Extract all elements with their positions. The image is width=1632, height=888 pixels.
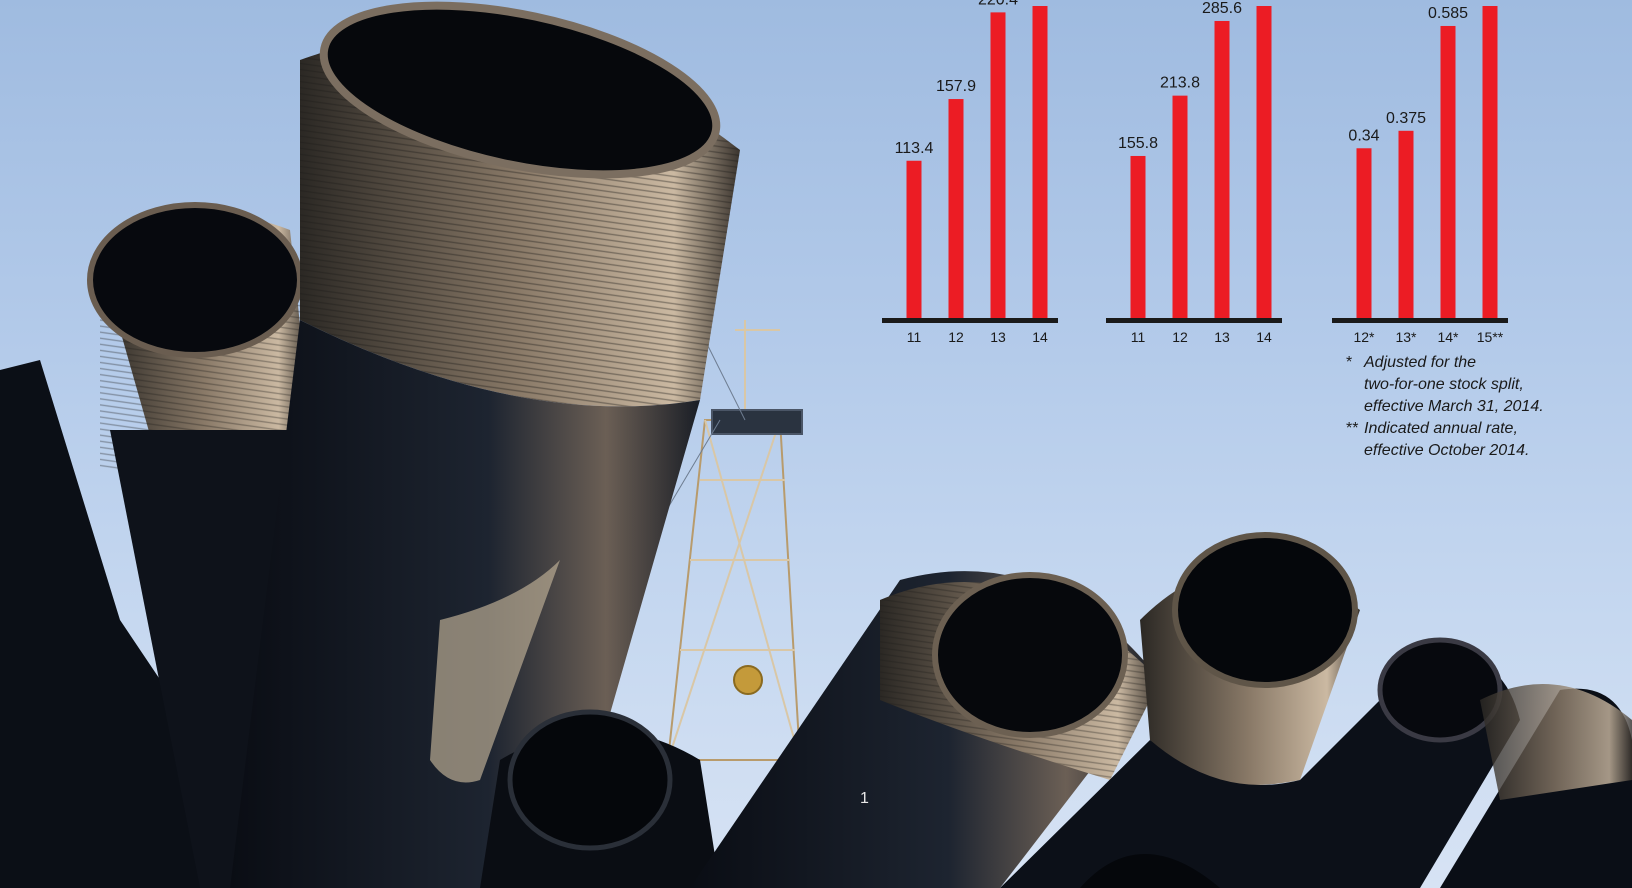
x-tick-11: 11 (907, 329, 922, 345)
bar-12 (948, 99, 964, 318)
x-tick-14: 14 (1256, 329, 1272, 345)
bar-11 (1130, 155, 1146, 318)
footnote-2: ** Indicated annual rate, effective Octo… (1346, 418, 1586, 462)
x-tick-11: 11 (1131, 329, 1146, 345)
bar-14* (1440, 25, 1456, 319)
footnote-1: * Adjusted for the two-for-one stock spl… (1346, 352, 1586, 418)
bar-13 (990, 12, 1006, 319)
footnote-1-mark: * (1346, 354, 1353, 371)
footnote-1-text: Adjusted for the two-for-one stock split… (1364, 354, 1544, 415)
bar-chart-1: 113.4 11 157.9 12 220.4 13 14 (882, 0, 1058, 345)
x-tick-15**: 15** (1477, 329, 1504, 345)
bar-chart-3: 0.34 12* 0.375 13* 0.585 14* 15** (1332, 5, 1508, 345)
pipe-group-right (480, 532, 1632, 888)
bar-15** (1482, 6, 1498, 318)
pipe-group-left (0, 1, 740, 888)
data-label-12: 213.8 (1160, 75, 1200, 92)
x-tick-14*: 14* (1437, 329, 1459, 345)
bar-11 (906, 160, 922, 318)
x-tick-12: 12 (948, 329, 964, 345)
bar-12 (1172, 95, 1188, 318)
data-label-13: 285.6 (1202, 0, 1242, 17)
bar-14 (1256, 6, 1272, 318)
data-label-13*: 0.375 (1386, 110, 1426, 127)
bar-12* (1356, 148, 1372, 318)
chart-footnotes: * Adjusted for the two-for-one stock spl… (1346, 352, 1586, 462)
footnote-2-text: Indicated annual rate, effective October… (1364, 420, 1530, 459)
x-tick-13: 13 (990, 329, 1006, 345)
bar-13 (1214, 20, 1230, 318)
x-tick-13: 13 (1214, 329, 1230, 345)
x-axis-baseline (1106, 318, 1282, 323)
page-number: 1 (860, 790, 869, 807)
data-label-12: 157.9 (936, 78, 976, 95)
bar-chart-2: 155.8 11 213.8 12 285.6 13 14 (1106, 0, 1282, 345)
data-label-14*: 0.585 (1428, 5, 1468, 22)
bar-13* (1398, 130, 1414, 318)
data-label-13: 220.4 (978, 0, 1018, 8)
footnote-2-mark: ** (1346, 420, 1359, 437)
x-tick-12*: 12* (1353, 329, 1375, 345)
x-axis-baseline (882, 318, 1058, 323)
data-label-11: 155.8 (1118, 135, 1158, 152)
data-label-11: 113.4 (895, 140, 934, 157)
data-label-12*: 0.34 (1348, 127, 1379, 144)
x-axis-baseline (1332, 318, 1508, 323)
x-tick-12: 12 (1172, 329, 1188, 345)
bar-14 (1032, 6, 1048, 318)
x-tick-13*: 13* (1395, 329, 1417, 345)
x-tick-14: 14 (1032, 329, 1048, 345)
